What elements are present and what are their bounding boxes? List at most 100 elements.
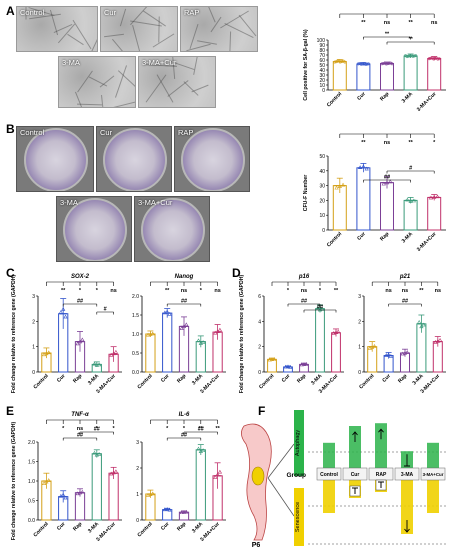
category-label: Control [33, 373, 51, 391]
cell-fiber [145, 74, 167, 103]
data-point [179, 326, 184, 330]
bar [427, 196, 442, 231]
micrograph-a-4: 3-MA+Cur [138, 56, 216, 108]
category-label: Rap [296, 373, 307, 384]
data-point [46, 350, 51, 355]
significance-label: ns [435, 288, 441, 294]
chart-tnf-alpha: 0.0 0.5 1.0 1.5 2.0 Fold change relative to r… [11, 412, 122, 543]
y-tick-label: 2.0 [132, 294, 139, 300]
bar [332, 61, 347, 91]
y-tick-label: 70 [319, 53, 325, 59]
data-point [213, 474, 218, 479]
group-name: 3-MA+Cur [423, 472, 444, 477]
micrograph-label: RAP [184, 8, 200, 17]
autophagy-senescence-diagram: P6 Autophagy Senescence Group Control Cur RAP 3… [241, 410, 448, 549]
category-label: 3-MA [401, 231, 414, 244]
significance-label: ** [419, 288, 424, 294]
category-label: Rap [176, 373, 187, 384]
data-point [388, 354, 393, 358]
y-tick-label: 0 [358, 370, 361, 376]
data-point [421, 322, 426, 327]
data-point [75, 341, 80, 346]
data-point [299, 362, 304, 367]
y-tick-label: 90 [319, 43, 325, 49]
bar [403, 199, 418, 231]
petri-dish [24, 128, 88, 191]
data-point [200, 448, 206, 452]
data-point [336, 329, 341, 334]
data-point [77, 339, 83, 344]
bracket-label: ## [402, 299, 408, 305]
bar [356, 167, 371, 231]
significance-label: ns [214, 288, 220, 294]
y-tick-label: 30 [319, 73, 325, 79]
chart-title: SOX-2 [71, 274, 90, 280]
data-point [80, 489, 85, 494]
dish-label: Control [20, 128, 45, 137]
significance-label: ** [334, 288, 339, 294]
micrograph-a-1: Cur [100, 6, 178, 52]
y-tick-label: 20 [319, 198, 325, 204]
data-point [196, 446, 201, 451]
cell-fiber [156, 74, 174, 103]
chart-title: IL-6 [179, 412, 190, 418]
cell-fiber [101, 94, 104, 107]
data-point [61, 307, 66, 311]
data-point [364, 166, 369, 171]
category-label: Control [137, 373, 155, 391]
bar [91, 453, 102, 521]
significance-label: ** [361, 140, 366, 146]
cell-fiber [77, 70, 93, 93]
data-point [283, 364, 288, 369]
data-point [372, 344, 377, 348]
data-point [358, 165, 363, 169]
category-label: 3-MA [191, 521, 204, 534]
category-label: Cur [381, 373, 392, 384]
senescence-axis-bar [294, 488, 304, 546]
data-point [80, 337, 85, 342]
chart-cfu-f: 0 10 20 30 40 50 CFU-F Number Control Cur Rap 3-MA… [303, 133, 446, 253]
data-point [408, 199, 413, 203]
bar [380, 63, 394, 91]
micrograph-a-3: 3-MA [58, 56, 136, 108]
category-label: Rap [379, 231, 390, 242]
cell-fiber [112, 38, 125, 51]
y-tick-label: 40 [319, 169, 325, 175]
category-label: 3-MA+Cur [416, 231, 438, 253]
y-tick-label: 0 [136, 518, 139, 524]
data-point [215, 472, 220, 477]
y-tick-label: 100 [317, 38, 326, 44]
group-box [420, 467, 446, 481]
data-point [435, 194, 440, 199]
significance-label: * [96, 288, 99, 294]
cell-fiber [114, 65, 128, 98]
chart-title: TNF-α [71, 412, 89, 418]
bracket-label: ## [77, 433, 83, 439]
bracket-label: ## [384, 175, 390, 181]
bracket-label: ## [181, 433, 187, 439]
cell-fiber [104, 33, 124, 38]
category-label: Rap [72, 521, 83, 532]
bracket-label: # [104, 307, 107, 313]
chart-sox2: 0 1 2 3 Fold change relative to reference ge… [11, 274, 122, 395]
significance-label: ns [110, 288, 116, 294]
bracket-label: ## [77, 299, 83, 305]
significance-label: * [287, 288, 290, 294]
senescence-bar [323, 480, 335, 513]
bar [315, 308, 325, 373]
increase-arrow-icon [352, 431, 358, 442]
cell-fiber [189, 23, 199, 50]
y-tick-label: 20 [319, 78, 325, 84]
category-label: 3-MA+Cur [416, 91, 438, 113]
significance-label: ** [215, 426, 220, 432]
data-point [58, 310, 64, 314]
panel-letter-b: B [6, 122, 15, 136]
bracket-label: ## [301, 299, 307, 305]
y-tick-label: 1.0 [28, 479, 35, 485]
y-tick-label: 0.5 [28, 499, 35, 505]
bar [403, 55, 418, 91]
cell-fiber [210, 16, 222, 33]
y-axis-label: Fold change relative to reference gene (… [239, 274, 245, 393]
significance-label: ns [402, 288, 408, 294]
data-point [366, 62, 370, 66]
